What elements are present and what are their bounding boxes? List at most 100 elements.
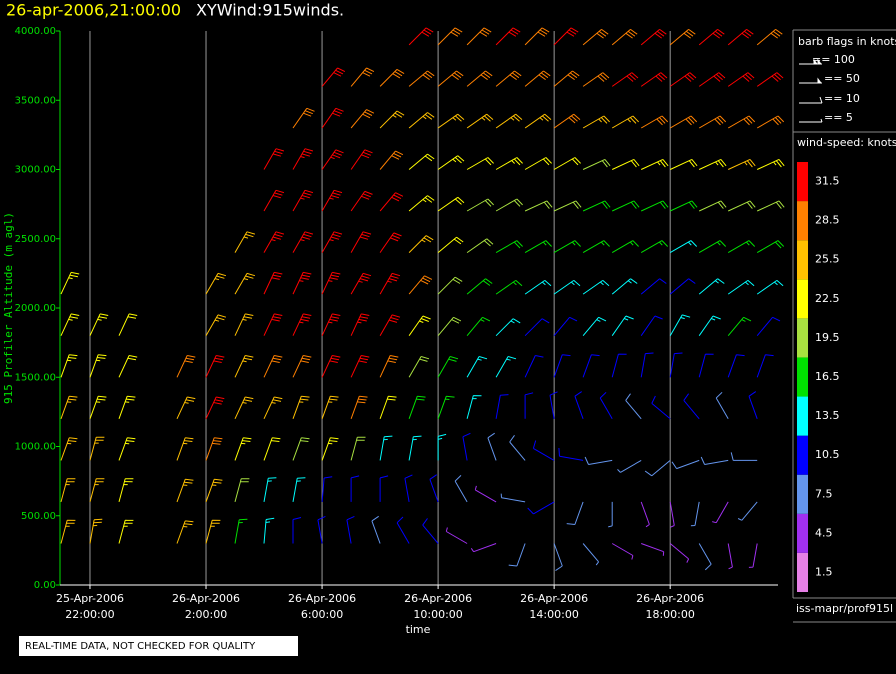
wind-barb <box>350 67 375 87</box>
wind-barb <box>350 355 370 378</box>
notice: REAL-TIME DATA, NOT CHECKED FOR QUALITY <box>25 641 256 652</box>
wind-barb <box>698 315 721 336</box>
wind-barb <box>60 395 78 419</box>
wind-barb <box>495 113 523 129</box>
wind-barb <box>462 432 471 461</box>
wind-barb <box>422 518 439 544</box>
wind-barb <box>727 28 754 46</box>
wind-barb <box>748 391 758 419</box>
wind-barb <box>549 391 558 419</box>
wind-barb <box>176 520 194 544</box>
wind-barb <box>350 109 375 129</box>
wind-barb <box>727 72 755 87</box>
barb-icon <box>799 58 822 65</box>
wind-barb <box>118 355 138 378</box>
wind-barb <box>466 395 482 419</box>
wind-barb <box>60 354 78 378</box>
y-axis-label: 915 Profiler Altitude (m agl) <box>2 212 15 404</box>
colorbar-label: 7.5 <box>815 487 833 500</box>
wind-barb <box>379 475 389 502</box>
wind-barb <box>321 107 344 129</box>
colorbar-label: 10.5 <box>815 448 840 461</box>
colorbar-label: 1.5 <box>815 565 833 578</box>
wind-barb <box>756 115 785 129</box>
wind-barb <box>527 501 555 515</box>
colorbar-label: 4.5 <box>815 526 833 539</box>
wind-barb <box>408 195 435 212</box>
wind-barb <box>495 198 523 212</box>
wind-barb <box>234 478 250 503</box>
wind-barb <box>651 395 671 420</box>
colorbar-label: 16.5 <box>815 370 840 383</box>
colorbar-label: 28.5 <box>815 214 840 227</box>
wind-barb <box>437 113 465 129</box>
colorbar-segment <box>797 474 808 514</box>
wind-barb <box>396 516 410 544</box>
wind-barb <box>118 478 134 503</box>
wind-barb <box>437 236 464 253</box>
wind-barb <box>611 115 639 129</box>
wind-barb <box>408 275 433 295</box>
wind-barb <box>487 432 497 461</box>
y-tick-label: 1500.00 <box>15 372 56 383</box>
wind-barb <box>118 437 136 461</box>
wind-barb <box>466 70 493 87</box>
colorbar-segment <box>797 552 808 592</box>
wind-barb <box>727 200 756 212</box>
wind-barb <box>379 435 393 461</box>
wind-barb <box>292 395 310 419</box>
wind-barb <box>205 478 223 503</box>
grid <box>89 31 671 585</box>
wind-barb <box>379 232 402 253</box>
wind-barb <box>582 240 610 254</box>
wind-barb <box>205 314 227 336</box>
wind-barb <box>263 396 283 420</box>
wind-barb <box>60 271 80 295</box>
colorbar-segment <box>797 357 808 397</box>
colorbar-segment <box>797 201 808 241</box>
wind-barb <box>748 543 758 568</box>
wind-barb <box>205 272 227 295</box>
wind-barb <box>582 279 610 295</box>
y-tick-label: 500.00 <box>21 511 56 522</box>
wind-barb <box>698 28 725 46</box>
wind-barb <box>683 393 700 420</box>
wind-barb <box>524 279 552 295</box>
wind-barb <box>234 355 254 378</box>
wind-barb <box>263 477 277 502</box>
wind-barb <box>611 200 640 212</box>
colorbar-segment <box>797 513 808 553</box>
wind-barb <box>553 70 580 87</box>
wind-barb <box>60 519 76 544</box>
wind-barb <box>60 437 78 461</box>
wind-barb <box>292 148 314 170</box>
wind-barb <box>669 115 698 129</box>
wind-barb <box>640 115 669 129</box>
wind-barb <box>566 501 584 525</box>
wind-barb <box>445 527 468 544</box>
wind-barb <box>524 113 552 129</box>
wind-barb <box>553 200 582 212</box>
wind-barb <box>404 474 413 502</box>
wind-barb <box>263 517 275 544</box>
colorbar: 1.5 4.5 7.5 10.5 13.5 16.5 19.5 22.5 25.5 28.5 31.… <box>797 162 840 592</box>
wind-barb <box>640 501 650 528</box>
wind-barb <box>553 354 571 378</box>
wind-barb <box>495 318 521 337</box>
wind-barb <box>350 190 373 212</box>
wind-barb <box>292 355 312 378</box>
colorbar-segment <box>797 162 808 202</box>
wind-barb <box>524 157 552 170</box>
wind-barb <box>644 460 671 477</box>
wind-barb <box>698 278 725 295</box>
barb-legend-title: barb flags in knots <box>798 35 896 48</box>
wind-barb <box>89 313 109 336</box>
wind-barb <box>582 28 609 46</box>
wind-barb <box>118 395 136 419</box>
x-tick-label: 26-Apr-2006 6:00:00 <box>288 592 356 621</box>
source-label: iss-mapr/prof915l <box>796 602 893 615</box>
wind-barb <box>437 356 459 378</box>
wind-barb <box>408 153 435 170</box>
wind-barb <box>611 28 638 46</box>
wind-barb <box>321 476 333 502</box>
